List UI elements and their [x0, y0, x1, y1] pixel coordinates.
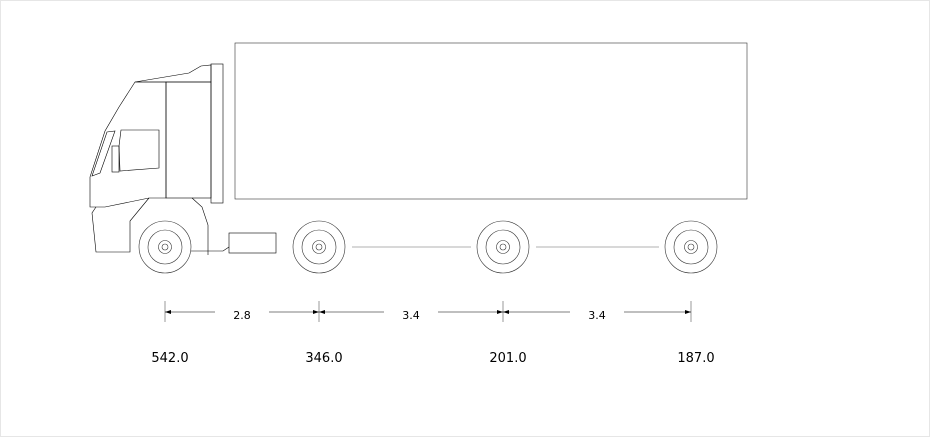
- fuel-tank: [228, 232, 277, 254]
- rim: [485, 229, 521, 265]
- rim: [673, 229, 709, 265]
- rim: [301, 229, 337, 265]
- tire: [138, 220, 192, 274]
- dimension-arrowhead: [313, 310, 319, 314]
- axle-spacing-label: 3.4: [588, 309, 606, 322]
- dimension-arrowhead: [319, 310, 325, 314]
- rim: [147, 229, 183, 265]
- hub-center: [315, 243, 323, 251]
- tire: [476, 220, 530, 274]
- hub: [158, 240, 172, 254]
- axle-load-label: 346.0: [305, 351, 342, 366]
- wheel: [138, 220, 192, 274]
- tractor-cab: [89, 63, 230, 255]
- axle-spacing-label: 3.4: [402, 309, 420, 322]
- wheel: [664, 220, 718, 274]
- tire: [664, 220, 718, 274]
- dimension-arrowhead: [503, 310, 509, 314]
- dimension-arrowhead: [165, 310, 171, 314]
- wheel: [292, 220, 346, 274]
- axle-spacing-label: 2.8: [233, 309, 251, 322]
- hub: [496, 240, 510, 254]
- hub-center: [499, 243, 507, 251]
- tire: [292, 220, 346, 274]
- axle-load-label: 542.0: [151, 351, 188, 366]
- trailer-box: [234, 42, 748, 200]
- dimension-arrowhead: [497, 310, 503, 314]
- wheel: [476, 220, 530, 274]
- hub: [312, 240, 326, 254]
- dimension-arrowhead: [685, 310, 691, 314]
- axle-load-label: 201.0: [489, 351, 526, 366]
- axle-load-label: 187.0: [677, 351, 714, 366]
- hub: [684, 240, 698, 254]
- hub-center: [687, 243, 695, 251]
- hub-center: [161, 243, 169, 251]
